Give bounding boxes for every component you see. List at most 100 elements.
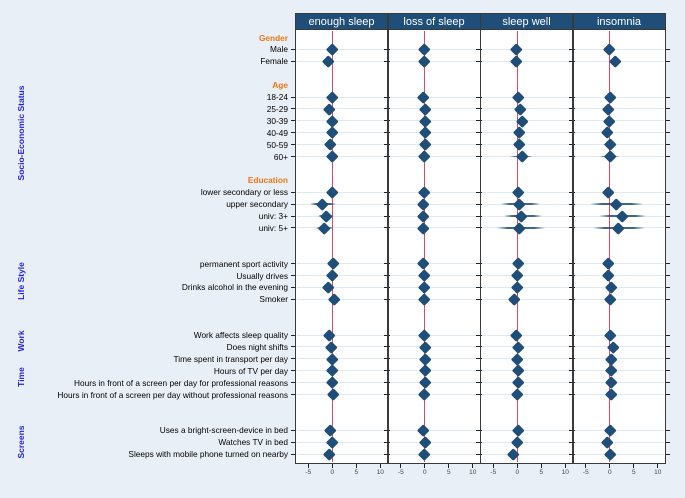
y-axis-tick (476, 60, 480, 62)
panel-header-insomnia: insomnia (572, 13, 666, 31)
x-axis-tick-label: 10 (654, 469, 662, 476)
y-axis-tick (476, 156, 480, 157)
row-label: Time spent in transport per day (173, 353, 288, 364)
y-axis-tick (291, 453, 295, 455)
side-group-label: Life Style (16, 262, 26, 301)
zero-reference-line (424, 31, 426, 462)
grid-line (389, 370, 479, 372)
y-axis-tick (568, 382, 572, 384)
grid-line (574, 370, 664, 372)
grid-line (297, 429, 386, 431)
row-label: lower secondary or less (200, 187, 288, 198)
grid-line (389, 227, 479, 229)
row-label: 40-49 (266, 127, 288, 138)
y-axis-tick (666, 429, 670, 431)
row-label: 18-24 (266, 92, 288, 102)
y-axis-tick (666, 203, 670, 205)
grid-line (297, 191, 386, 193)
panel-plot (572, 29, 666, 464)
y-axis-tick (476, 298, 480, 300)
grid-line (574, 120, 664, 122)
y-axis-tick (383, 382, 387, 384)
side-group-label: Screens (16, 425, 26, 459)
y-axis-tick (568, 298, 572, 300)
y-axis-tick (291, 370, 295, 372)
grid-line (297, 108, 386, 110)
x-axis-tick (307, 464, 309, 468)
x-axis-tick (424, 464, 426, 468)
y-axis-tick (383, 227, 387, 229)
grid-line (574, 429, 664, 431)
grid-line (574, 144, 664, 146)
row-label: upper secondary (226, 199, 288, 210)
y-axis-tick (383, 275, 387, 276)
grid-line (297, 286, 386, 288)
row-label: Hours of TV per day (213, 365, 288, 376)
row-label: Usually drives (236, 270, 288, 281)
row-label: Female (260, 56, 288, 67)
y-axis-tick (383, 346, 387, 348)
grid-line (297, 60, 386, 62)
zero-reference-line (609, 31, 611, 462)
row-label: Male (270, 44, 288, 55)
grid-line (482, 453, 571, 455)
grid-line (482, 429, 571, 431)
grid-line (297, 298, 386, 300)
grid-line (297, 120, 386, 122)
y-axis-tick (476, 191, 480, 193)
y-axis-tick (383, 215, 387, 217)
grid-line (482, 108, 571, 110)
y-axis-tick (666, 286, 670, 288)
x-axis-tick (657, 464, 659, 468)
y-axis-tick (291, 441, 295, 443)
grid-line (297, 394, 386, 395)
grid-line (297, 346, 386, 348)
y-axis-tick (291, 227, 295, 229)
y-axis-tick (291, 382, 295, 384)
side-group-label: Time (16, 366, 26, 387)
y-axis-tick (291, 263, 295, 265)
grid-line (482, 48, 571, 50)
grid-line (574, 358, 664, 360)
zero-reference-line (331, 31, 333, 462)
grid-line (297, 144, 386, 146)
y-axis-tick (568, 96, 572, 98)
row-group-label: Education (247, 175, 288, 186)
x-axis-tick-label: -5 (582, 469, 589, 476)
y-axis-tick (383, 120, 387, 122)
row-label: 60+ (273, 151, 288, 162)
grid-line (482, 298, 571, 300)
grid-line (574, 394, 664, 395)
x-axis-tick-label: 0 (515, 469, 520, 476)
x-axis-tick-label: 5 (446, 469, 451, 476)
y-axis-tick (291, 108, 295, 110)
y-axis-tick (476, 358, 480, 360)
grid-line (297, 334, 386, 336)
x-axis-tick-label: 10 (561, 469, 569, 476)
grid-line (482, 382, 571, 384)
y-axis-tick (383, 334, 387, 336)
grid-line (574, 334, 664, 336)
y-axis-tick (666, 96, 670, 98)
x-axis-tick-label: 5 (354, 469, 359, 476)
y-axis-tick (476, 453, 480, 455)
x-axis-tick-label: -5 (305, 469, 312, 476)
grid-line (574, 48, 664, 50)
x-axis-tick-label: 0 (607, 469, 612, 476)
y-axis-tick (568, 227, 572, 229)
grid-line (482, 263, 571, 265)
grid-line (389, 429, 479, 431)
y-axis-tick (291, 144, 295, 146)
row-label: Watches TV in bed (218, 437, 288, 448)
x-axis-tick-label: 5 (631, 469, 636, 476)
y-axis-tick (476, 48, 480, 50)
grid-line (389, 382, 479, 384)
grid-line (574, 453, 664, 455)
y-axis-tick (476, 263, 480, 265)
y-axis-tick (666, 334, 670, 336)
panel-header-enough-sleep: enough sleep (295, 13, 388, 31)
grid-line (482, 358, 571, 360)
y-axis-tick (476, 334, 480, 336)
